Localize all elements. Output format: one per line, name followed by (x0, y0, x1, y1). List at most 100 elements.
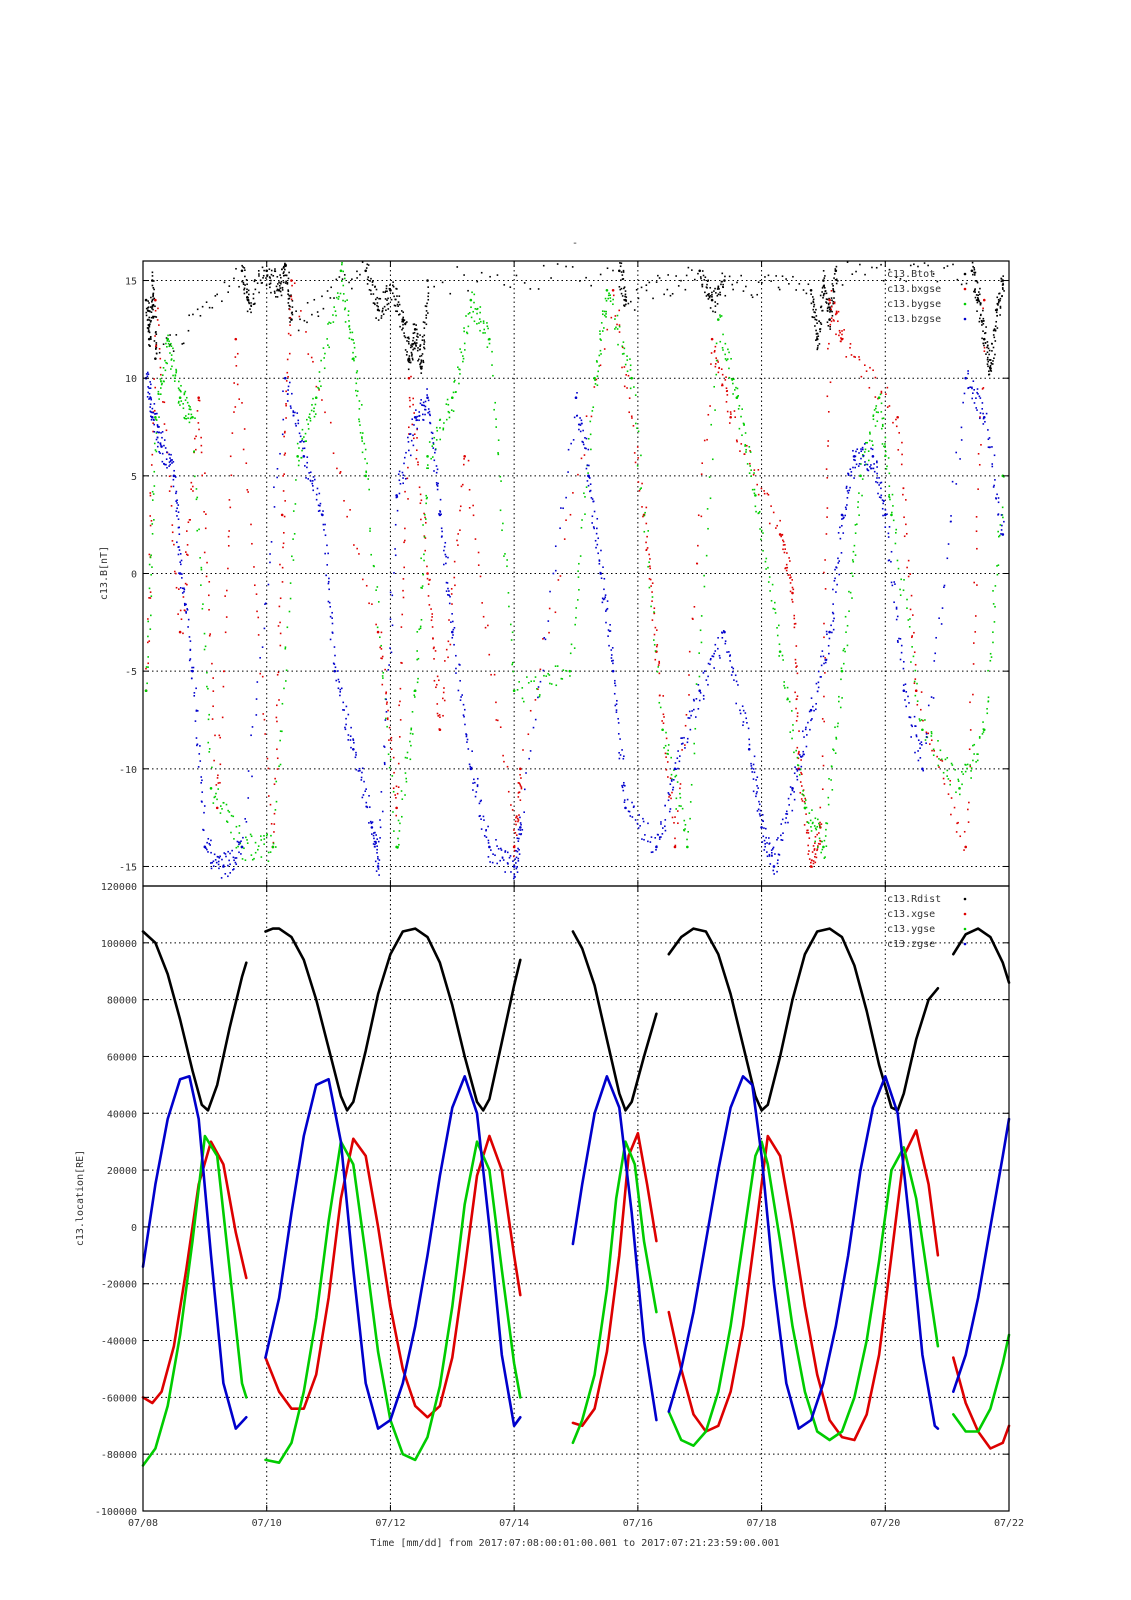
data-point (901, 453, 903, 456)
data-point (436, 703, 439, 705)
data-point (710, 423, 713, 426)
data-point (412, 348, 414, 351)
data-point (334, 310, 337, 312)
data-point (799, 791, 802, 794)
legend-marker (963, 942, 967, 946)
data-point (158, 348, 161, 350)
data-point (976, 281, 979, 284)
data-point (781, 275, 784, 278)
data-point (283, 431, 286, 434)
data-point (370, 826, 374, 829)
data-point (195, 498, 198, 501)
data-point (277, 283, 279, 285)
data-point (427, 286, 429, 288)
data-point (631, 816, 634, 818)
data-point (987, 700, 990, 703)
data-point (459, 509, 461, 512)
data-point (709, 658, 712, 661)
data-point (742, 721, 745, 723)
data-point (161, 431, 164, 433)
data-point (516, 866, 518, 868)
data-point (255, 714, 258, 716)
data-point (194, 720, 197, 722)
data-point (423, 339, 425, 341)
data-point (370, 293, 372, 295)
data-point (722, 349, 724, 351)
data-point (820, 323, 823, 325)
data-point (806, 734, 808, 736)
data-point (950, 813, 952, 816)
data-point (158, 426, 160, 428)
data-point (409, 454, 412, 457)
data-point (880, 263, 882, 266)
location-series (141, 927, 1011, 1467)
data-point (988, 370, 990, 373)
data-point (905, 499, 907, 501)
data-point (828, 318, 831, 321)
data-point (326, 544, 328, 547)
data-point (423, 553, 425, 556)
data-point (170, 359, 173, 361)
data-point (193, 450, 195, 452)
data-point (184, 609, 186, 612)
data-point (288, 294, 290, 297)
data-point (506, 862, 509, 864)
data-point (800, 771, 802, 774)
data-point (626, 359, 629, 361)
data-point (393, 830, 395, 832)
data-point (671, 292, 674, 295)
data-point (747, 727, 750, 730)
data-point (792, 588, 795, 591)
data-point (420, 359, 423, 362)
data-point (373, 845, 376, 848)
data-point (189, 408, 192, 411)
data-point (402, 311, 405, 314)
data-point (972, 693, 974, 696)
data-point (487, 327, 489, 330)
data-point (187, 626, 189, 628)
data-point (484, 332, 486, 334)
data-point (994, 340, 997, 342)
data-point (176, 515, 178, 517)
data-point (908, 716, 911, 718)
data-point (466, 332, 469, 335)
data-point (562, 507, 564, 510)
data-point (820, 851, 822, 854)
data-point (949, 783, 951, 786)
data-point (333, 306, 335, 308)
data-point (144, 689, 148, 692)
data-point (356, 377, 359, 380)
data-point (767, 566, 769, 569)
data-point (578, 428, 580, 431)
data-point (169, 343, 171, 346)
data-point (823, 285, 825, 288)
data-point (303, 319, 306, 322)
data-point (842, 517, 844, 520)
data-point (633, 309, 636, 311)
data-point (200, 782, 202, 784)
data-point (373, 832, 375, 834)
data-point (797, 752, 800, 754)
data-point (318, 492, 321, 495)
data-point (728, 351, 730, 354)
data-point (163, 380, 165, 383)
data-point (714, 643, 717, 646)
data-point (451, 613, 453, 615)
data-point (630, 415, 633, 418)
data-point (267, 795, 270, 797)
data-point (352, 738, 354, 740)
data-point (406, 351, 408, 353)
data-point (638, 814, 641, 816)
data-point (400, 310, 403, 312)
data-point (693, 699, 695, 702)
data-point (376, 630, 380, 634)
data-point (147, 618, 149, 620)
data-point (782, 832, 784, 834)
data-point (936, 755, 938, 758)
data-point (756, 785, 758, 787)
data-point (828, 637, 831, 640)
data-point (753, 771, 756, 774)
data-point (765, 557, 768, 560)
data-point (436, 712, 439, 715)
data-point (784, 543, 786, 546)
